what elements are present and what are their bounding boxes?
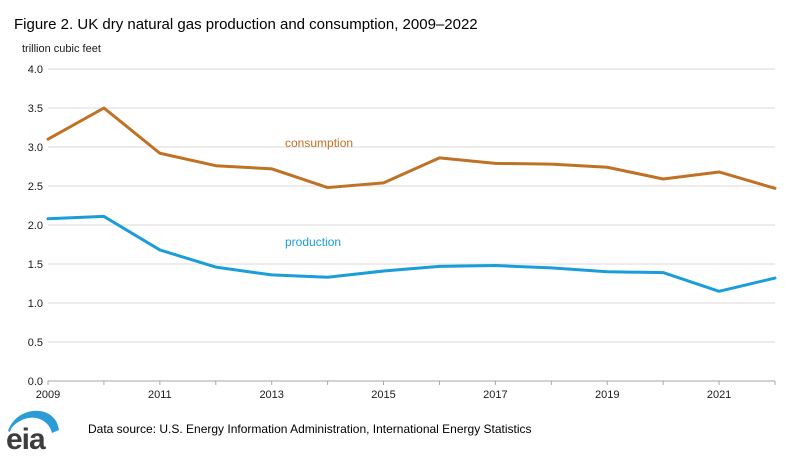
eia-logo-text: eia — [6, 423, 46, 453]
consumption-line — [46, 106, 777, 190]
svg-text:0.0: 0.0 — [28, 376, 43, 388]
svg-text:3.5: 3.5 — [28, 103, 43, 115]
svg-text:2009: 2009 — [36, 389, 60, 401]
svg-text:2011: 2011 — [148, 389, 172, 401]
production-line — [46, 214, 777, 293]
svg-text:3.0: 3.0 — [28, 142, 43, 154]
svg-text:1.0: 1.0 — [28, 298, 43, 310]
eia-logo: eia — [6, 410, 59, 453]
svg-text:0.5: 0.5 — [28, 337, 43, 349]
svg-text:1.5: 1.5 — [28, 259, 43, 271]
svg-text:2019: 2019 — [595, 389, 619, 401]
svg-text:2017: 2017 — [483, 389, 507, 401]
data-source-text: Data source: U.S. Energy Information Adm… — [88, 422, 532, 436]
production-series-label: production — [285, 235, 341, 249]
page-title: Figure 2. UK dry natural gas production … — [14, 16, 478, 33]
svg-text:2021: 2021 — [707, 389, 731, 401]
svg-text:2015: 2015 — [371, 389, 395, 401]
svg-text:2.0: 2.0 — [28, 220, 43, 232]
y-axis-labels: 0.0 0.5 1.0 1.5 2.0 2.5 3.0 3.5 4.0 — [28, 64, 43, 388]
y-axis-unit-label: trillion cubic feet — [22, 43, 101, 55]
consumption-series-label: consumption — [285, 136, 353, 150]
svg-text:2013: 2013 — [259, 389, 283, 401]
eia-logo-swoosh-icon — [8, 410, 59, 433]
svg-text:2.5: 2.5 — [28, 181, 43, 193]
svg-text:4.0: 4.0 — [28, 64, 43, 76]
x-axis-labels: 2009 2011 2013 2015 2017 2019 2021 — [36, 389, 732, 401]
gridlines — [48, 68, 775, 343]
footer: eia Data source: U.S. Energy Information… — [0, 403, 806, 455]
x-axis — [47, 380, 776, 385]
